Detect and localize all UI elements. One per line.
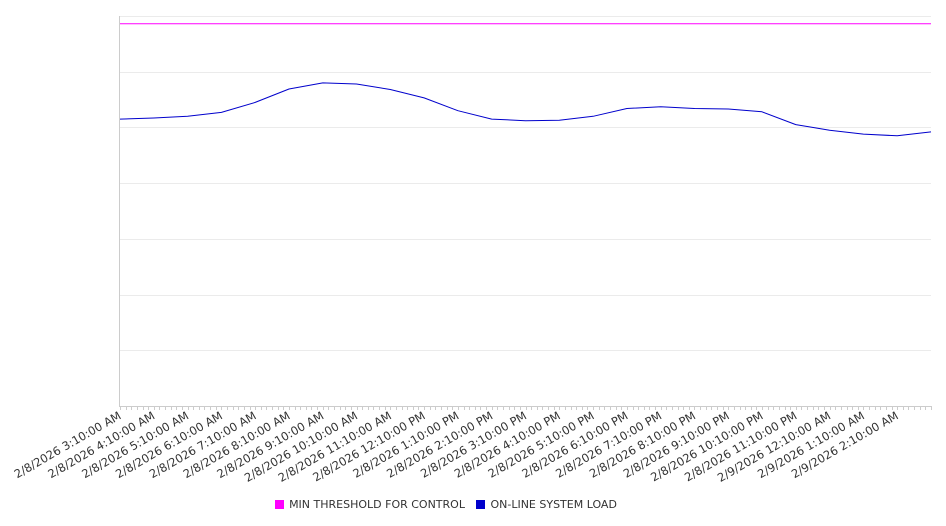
legend-item-min-threshold[interactable]: MIN THRESHOLD FOR CONTROL [275,498,465,511]
legend-swatch-system-load [476,500,486,509]
legend-label-min-threshold: MIN THRESHOLD FOR CONTROL [289,498,465,511]
x-axis-tick-labels: 2/8/2026 3:10:00 AM2/8/2026 4:10:00 AM2/… [12,408,901,484]
legend-item-system-load[interactable]: ON-LINE SYSTEM LOAD [476,498,617,511]
x-axis-minor-ticks [120,406,932,410]
legend-swatch-min-threshold [275,500,285,509]
gridlines [120,16,931,351]
legend-label-system-load: ON-LINE SYSTEM LOAD [490,498,617,511]
series-line-1 [119,82,932,137]
series-lines [119,23,932,137]
axes [119,16,931,407]
legend: MIN THRESHOLD FOR CONTROL ON-LINE SYSTEM… [0,498,892,511]
